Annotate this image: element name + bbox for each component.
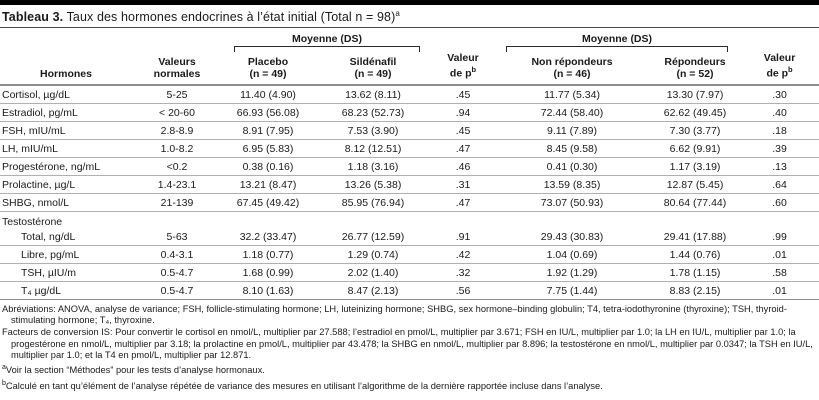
col-header-placebo: Placebo (n = 49) [247,55,289,80]
hormone-levels-table: Moyenne (DS) Moyenne (DS) Hormones Valeu… [0,28,819,300]
col-header-hormones: Hormones [40,67,92,80]
col-header-non-repondeurs: Non répondeurs (n = 46) [531,55,613,80]
table-number: Tableau 3. [2,10,64,25]
response-spanner-label: Moyenne (DS) [582,33,653,46]
table-row-testosterone-libre: Libre, pg/mL 0.4-3.1 1.18 (0.77) 1.29 (0… [0,245,819,264]
table-row-estradiol: Estradiol, pg/mL < 20-60 66.93 (56.08) 6… [0,103,819,122]
table-row-prolactine: Prolactine, µg/L 1.4-23.1 13.21 (8.47) 1… [0,175,819,194]
table-row-tsh: TSH, µIU/m 0.5-4.7 1.68 (0.99) 2.02 (1.4… [0,263,819,282]
table-row-lh: LH, mIU/mL 1.0-8.2 6.95 (5.83) 8.12 (12.… [0,139,819,158]
footnote-conversion-factors: Facteurs de conversion IS: Pour converti… [2,327,813,360]
spanner-header-row: Moyenne (DS) Moyenne (DS) [0,28,819,45]
footnote-a-marker: a [2,364,6,372]
table-row-shbg: SHBG, nmol/L 21-139 67.45 (49.42) 85.95 … [0,193,819,212]
column-header-row: Hormones Valeurs normales Placebo (n = 4… [0,52,819,85]
treatment-spanner-label: Moyenne (DS) [292,33,363,46]
table-title-text: Taux des hormones endocrines à l’état in… [66,10,396,25]
table-top-rule [0,0,819,5]
table-row-cortisol: Cortisol, µg/dL 5-25 11.40 (4.90) 13.62 … [0,85,819,104]
table-row-progesterone: Progestérone, ng/mL <0.2 0.38 (0.16) 1.1… [0,157,819,176]
footnote-a: aVoir la section “Méthodes” pour les tes… [2,364,265,376]
col-header-valeur-p-response: Valeur de pb [763,52,796,80]
treatment-spanner-bracket [234,46,421,53]
footnote-b-marker: b [2,379,6,387]
table-row-t4: T₄ µg/dL 0.5-4.7 8.10 (1.63) 8.47 (2.13)… [0,281,819,300]
title-footnote-marker: a [395,9,400,18]
response-spanner-bracket [506,46,729,53]
footnote-b: bCalculé en tant qu’élément de l’analyse… [2,379,603,391]
col-header-valeur-p-treatment: Valeur de pb [447,52,479,80]
footnote-abbreviations: Abréviations: ANOVA, analyse de variance… [2,303,787,325]
spanner-bracket-row [0,45,819,53]
table-row-testosterone-total: Total, ng/dL 5-63 32.2 (33.47) 26.77 (12… [0,228,819,246]
table-row-testosterone-group: Testostérone [2,215,63,228]
col-header-valeurs-normales: Valeurs normales [153,55,201,80]
table-row-fsh: FSH, mIU/mL 2.8-8.9 8.91 (7.95) 7.53 (3.… [0,121,819,140]
col-header-repondeurs: Répondeurs (n = 52) [664,55,726,80]
table-title: Tableau 3. Taux des hormones endocrines … [0,5,819,29]
col-header-sildenafil: Sildénafil (n = 49) [349,55,397,80]
table-footnotes: Abréviations: ANOVA, analyse de variance… [0,300,819,392]
